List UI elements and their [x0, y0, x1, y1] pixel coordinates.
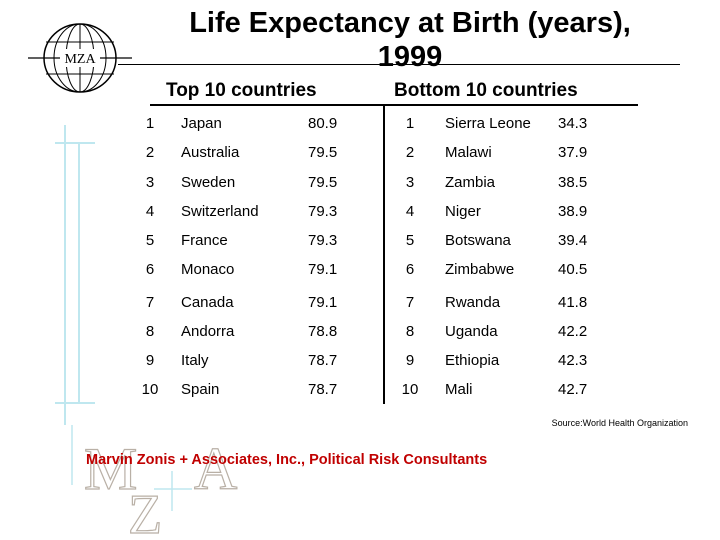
- bottom-country-cell: Uganda: [445, 323, 498, 340]
- top-country-cell: Australia: [181, 144, 240, 161]
- top-country-cell: Spain: [181, 381, 220, 398]
- top-value-cell: 79.3: [308, 203, 338, 220]
- top-country-cell: Monaco: [181, 261, 235, 278]
- bottom-value-cell: 41.8: [558, 294, 588, 311]
- top-country-cell: Switzerland: [181, 203, 259, 220]
- bottom-rank-cell: 5: [405, 232, 415, 249]
- title-rule: [118, 64, 680, 65]
- column-divider: [383, 106, 385, 404]
- top-value-cell: 80.9: [308, 115, 338, 132]
- top-rank-cell: 2: [145, 144, 155, 161]
- top-rank-cell: 7: [145, 294, 155, 311]
- bottom-country-cell: Zimbabwe: [445, 261, 515, 278]
- top-rank-cell: 9: [145, 352, 155, 369]
- bottom-value-cell: 38.9: [558, 203, 588, 220]
- title-line-1: Life Expectancy at Birth (years),: [189, 7, 631, 39]
- top-country-cell: Sweden: [181, 174, 236, 191]
- top-rank-cell: 1: [145, 115, 155, 132]
- bottom-rank-cell: 6: [405, 261, 415, 278]
- bottom-country-cell: Ethiopia: [445, 352, 500, 369]
- bottom-value-cell: 39.4: [558, 232, 588, 249]
- heading-rule: [150, 104, 638, 106]
- bottom-heading: Bottom 10 countries: [394, 80, 578, 101]
- bottom-value-cell: 42.7: [558, 381, 588, 398]
- top-rank-cell: 10: [141, 381, 159, 398]
- bottom-value-cell: 40.5: [558, 261, 588, 278]
- top-value-cell: 79.5: [308, 144, 338, 161]
- top-value-cell: 79.5: [308, 174, 338, 191]
- bottom-rank-cell: 7: [405, 294, 415, 311]
- bottom-rank-cell: 9: [405, 352, 415, 369]
- top-heading: Top 10 countries: [166, 80, 317, 101]
- top-value-cell: 78.7: [308, 381, 338, 398]
- top-value-cell: 79.3: [308, 232, 338, 249]
- bottom-rank-cell: 10: [401, 381, 419, 398]
- top-value-cell: 79.1: [308, 294, 338, 311]
- decorative-frame-left: [55, 125, 95, 425]
- top-value-cell: 79.1: [308, 261, 338, 278]
- top-country-cell: Canada: [181, 294, 234, 311]
- top-value-cell: 78.8: [308, 323, 338, 340]
- monogram-m: M: [84, 436, 137, 502]
- mza-globe-logo: MZA: [28, 23, 132, 93]
- top-rank-cell: 3: [145, 174, 155, 191]
- bottom-rank-cell: 2: [405, 144, 415, 161]
- bottom-country-cell: Botswana: [445, 232, 511, 249]
- logo-text: MZA: [64, 52, 96, 67]
- bottom-value-cell: 38.5: [558, 174, 588, 191]
- bottom-rank-cell: 1: [405, 115, 415, 132]
- bottom-rank-cell: 3: [405, 174, 415, 191]
- top-value-cell: 78.7: [308, 352, 338, 369]
- top-rank-cell: 6: [145, 261, 155, 278]
- top-country-cell: Japan: [181, 115, 222, 132]
- top-rank-cell: 8: [145, 323, 155, 340]
- bottom-rank-cell: 8: [405, 323, 415, 340]
- top-country-cell: Andorra: [181, 323, 235, 340]
- bottom-country-cell: Zambia: [445, 174, 496, 191]
- bottom-country-cell: Malawi: [445, 144, 492, 161]
- bottom-country-cell: Mali: [445, 381, 473, 398]
- bottom-value-cell: 34.3: [558, 115, 588, 132]
- title-line-2: 1999: [377, 41, 443, 73]
- top-country-cell: Italy: [181, 352, 209, 369]
- bottom-value-cell: 42.3: [558, 352, 588, 369]
- bottom-country-cell: Rwanda: [445, 294, 501, 311]
- bottom-country-cell: Niger: [445, 203, 481, 220]
- mza-monogram-watermark: M Z A: [71, 425, 238, 537]
- top-country-cell: France: [181, 232, 228, 249]
- bottom-rank-cell: 4: [405, 203, 415, 220]
- bottom-value-cell: 37.9: [558, 144, 588, 161]
- top-rank-cell: 4: [145, 203, 155, 220]
- source-note: Source:World Health Organization: [551, 418, 688, 428]
- monogram-z: Z: [128, 484, 162, 537]
- firm-name: Marvin Zonis + Associates, Inc., Politic…: [86, 452, 488, 468]
- page-title: Life Expectancy at Birth (years), 1999: [140, 6, 680, 74]
- bottom-country-cell: Sierra Leone: [445, 115, 531, 132]
- bottom-value-cell: 42.2: [558, 323, 588, 340]
- monogram-a: A: [194, 436, 237, 502]
- top-rank-cell: 5: [145, 232, 155, 249]
